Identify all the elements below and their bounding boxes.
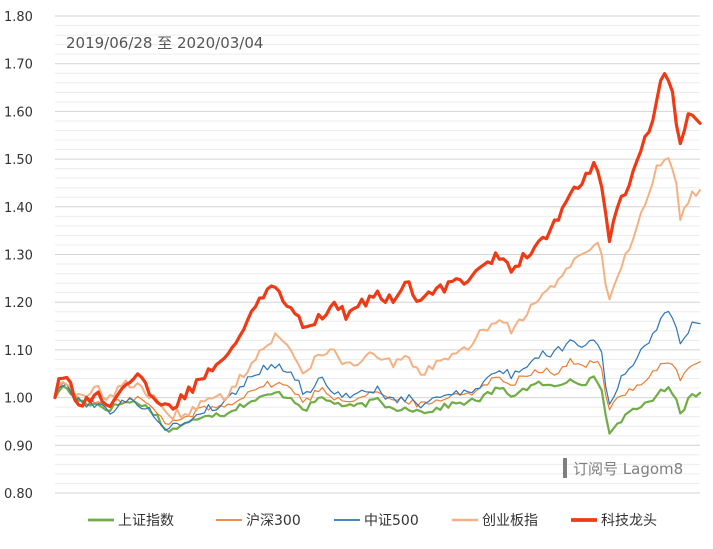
y-axis: 0.80 0.90 1.00 1.10 1.20 1.30 1.40 1.50 1.60 1.70… <box>4 10 33 502</box>
y-tick-label: 1.00 <box>4 392 33 407</box>
date-range-label: 2019/06/28 至 2020/03/04 <box>66 34 263 52</box>
legend-item: 创业板指 <box>452 513 538 529</box>
legend-item: 中证500 <box>334 513 419 529</box>
y-tick-label: 1.50 <box>4 153 33 168</box>
series-layer <box>53 72 702 435</box>
watermark-bar-icon <box>563 458 567 478</box>
legend-label: 科技龙头 <box>601 513 657 529</box>
legend-item: 沪深300 <box>216 513 301 529</box>
series-line-3 <box>54 157 701 421</box>
legend: 上证指数 沪深300 中证500 创业板指 科技龙头 <box>88 513 657 529</box>
y-tick-label: 0.80 <box>4 487 33 502</box>
series-line-1 <box>54 357 701 425</box>
y-tick-label: 1.80 <box>4 10 33 25</box>
legend-item: 科技龙头 <box>571 513 657 529</box>
y-tick-label: 1.30 <box>4 249 33 264</box>
y-tick-label: 1.60 <box>4 105 33 120</box>
legend-label: 上证指数 <box>118 513 174 529</box>
y-tick-label: 1.20 <box>4 296 33 311</box>
watermark: 订阅号 Lagom8 <box>563 458 683 478</box>
series-line-4 <box>53 72 702 411</box>
legend-label: 沪深300 <box>246 513 301 529</box>
legend-label: 创业板指 <box>482 513 538 529</box>
y-tick-label: 1.10 <box>4 344 33 359</box>
y-tick-label: 1.70 <box>4 58 33 73</box>
legend-label: 中证500 <box>364 513 419 529</box>
y-tick-label: 1.40 <box>4 201 33 216</box>
series-line-2 <box>54 310 701 431</box>
y-tick-label: 0.90 <box>4 439 33 454</box>
legend-item: 上证指数 <box>88 513 174 529</box>
watermark-text: 订阅号 Lagom8 <box>573 460 683 478</box>
